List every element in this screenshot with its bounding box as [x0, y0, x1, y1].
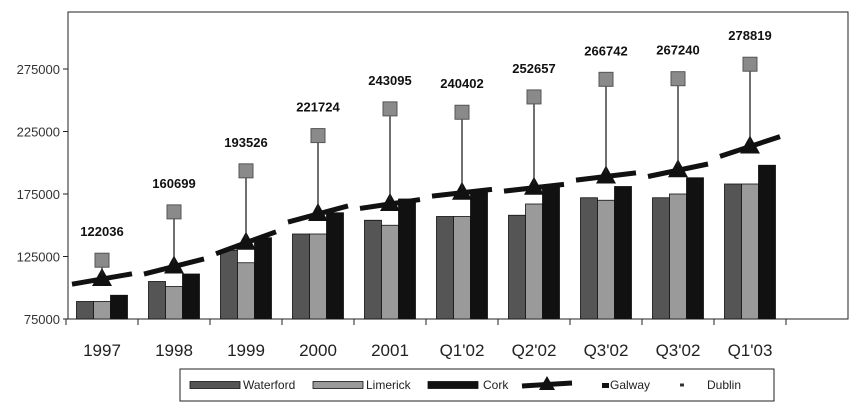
- y-tick-label: 125000: [17, 250, 60, 265]
- legend-galway-point-marker: [602, 383, 609, 388]
- bar-waterford: [652, 197, 670, 320]
- bar-cork: [686, 177, 704, 320]
- bar-cork: [398, 198, 416, 320]
- dublin-data-label: 160699: [152, 176, 195, 191]
- bar-limerick: [381, 224, 399, 320]
- bar-waterford: [580, 197, 598, 320]
- x-tick-label: Q1'03: [728, 341, 773, 360]
- dublin-point: [742, 56, 758, 72]
- bar-waterford: [220, 249, 238, 320]
- dublin-point: [598, 71, 614, 87]
- dublin-point: [310, 128, 326, 144]
- legend-swatch-dublin: [680, 383, 684, 387]
- bar-limerick: [669, 193, 687, 320]
- dublin-data-label: 240402: [440, 76, 483, 91]
- legend-label-limerick: Limerick: [366, 378, 412, 392]
- dublin-data-label: 122036: [80, 224, 123, 239]
- x-tick-label: 1997: [83, 341, 121, 360]
- x-tick-label: Q2'02: [512, 341, 557, 360]
- bar-limerick: [597, 199, 615, 320]
- legend-label-cork: Cork: [483, 378, 509, 392]
- bar-limerick: [93, 301, 111, 320]
- dublin-point: [454, 104, 470, 120]
- legend: [179, 368, 775, 402]
- bar-cork: [254, 237, 272, 320]
- galway-point: [92, 268, 112, 286]
- x-tick-label: Q3'02: [656, 341, 701, 360]
- y-tick-label: 175000: [17, 187, 60, 202]
- dublin-data-label: 243095: [368, 73, 411, 88]
- bar-waterford: [76, 301, 94, 320]
- bar-waterford: [724, 183, 742, 320]
- y-tick-label: 275000: [17, 62, 60, 77]
- bar-limerick: [165, 286, 183, 320]
- galway-point: [596, 165, 616, 184]
- bar-cork: [182, 273, 200, 320]
- bar-limerick: [237, 262, 255, 320]
- x-tick-label: 2001: [371, 341, 409, 360]
- dublin-data-label: 267240: [656, 43, 699, 58]
- legend-swatch-waterford: [189, 381, 241, 389]
- dublin-point: [166, 204, 182, 220]
- dublin-data-label: 266742: [584, 43, 627, 58]
- bar-limerick: [741, 183, 759, 320]
- x-tick-label: 1998: [155, 341, 193, 360]
- legend-label-galway: Galway: [610, 378, 650, 392]
- bar-waterford: [148, 281, 166, 320]
- galway-point: [452, 181, 472, 200]
- bar-waterford: [292, 233, 310, 320]
- galway-point: [740, 135, 760, 154]
- bar-cork: [614, 186, 632, 320]
- bar-cork: [326, 212, 344, 320]
- bar-cork: [542, 184, 560, 320]
- bar-limerick: [453, 216, 471, 320]
- x-tick-label: Q3'02: [584, 341, 629, 360]
- dublin-point: [670, 71, 686, 87]
- bar-waterford: [364, 219, 382, 320]
- legend-galway-marker: [539, 376, 555, 390]
- bar-cork: [110, 294, 128, 320]
- galway-point: [308, 203, 328, 221]
- bar-waterford: [436, 216, 454, 320]
- dublin-point: [382, 101, 398, 117]
- dublin-data-label: 252657: [512, 61, 555, 76]
- bar-waterford: [508, 214, 526, 320]
- galway-point: [380, 193, 400, 211]
- galway-point: [524, 176, 544, 195]
- bar-cork: [470, 189, 488, 320]
- dublin-point: [94, 252, 110, 268]
- bar-cork: [758, 164, 776, 320]
- dublin-data-label: 193526: [224, 135, 267, 150]
- dublin-data-label: 278819: [728, 28, 771, 43]
- galway-point: [164, 255, 184, 274]
- galway-point: [668, 159, 688, 178]
- x-tick-label: Q1'02: [440, 341, 485, 360]
- dublin-data-label: 221724: [296, 100, 340, 115]
- galway-point: [236, 231, 256, 250]
- legend-label-dublin: Dublin: [707, 378, 741, 392]
- legend-swatch-cork: [427, 381, 479, 389]
- bar-limerick: [309, 233, 327, 320]
- bar-limerick: [525, 203, 543, 320]
- dublin-point: [526, 89, 542, 105]
- x-tick-label: 2000: [299, 341, 337, 360]
- legend-swatch-limerick: [312, 381, 364, 389]
- y-tick-label: 75000: [24, 312, 60, 327]
- dublin-point: [238, 163, 254, 179]
- x-tick-label: 1999: [227, 341, 265, 360]
- legend-label-waterford: Waterford: [243, 378, 295, 392]
- y-tick-label: 225000: [17, 125, 60, 140]
